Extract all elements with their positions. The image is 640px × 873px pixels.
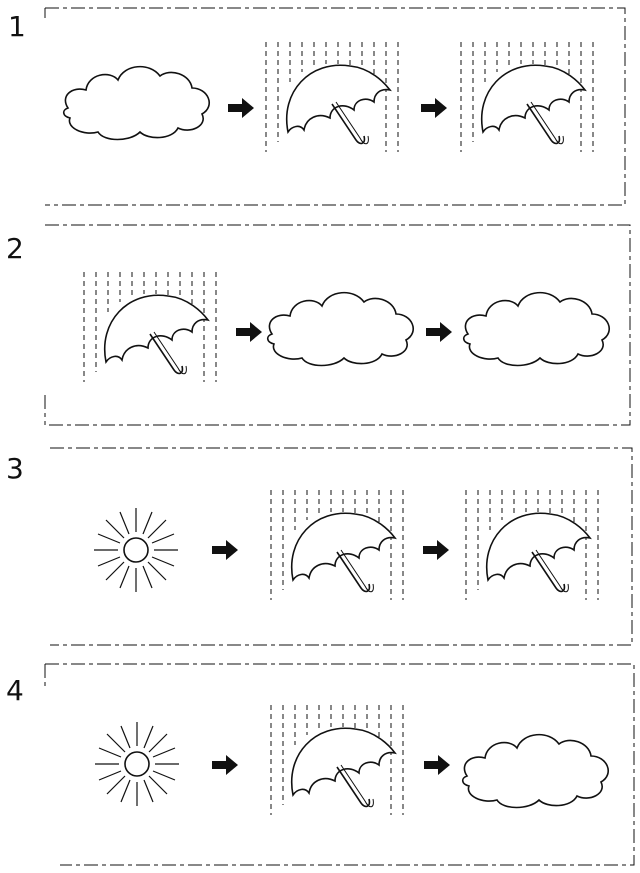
arrow-icon [236,322,262,342]
sun-icon [94,721,180,807]
row-2-frame [44,224,631,426]
arrow-icon [421,98,447,118]
row-1-frame [44,7,626,206]
sun-icon [93,507,179,593]
cloud-icon [462,291,611,367]
arrow-icon [424,755,450,775]
umbrella-rain-icon [465,489,599,601]
arrow-icon [423,540,449,560]
cloud-icon [461,733,610,809]
row-4-frame [44,663,635,866]
umbrella-rain-icon [270,704,404,816]
arrow-icon [228,98,254,118]
umbrella-rain-icon [270,489,404,601]
arrow-icon [212,755,238,775]
row-2-number: 2 [6,232,24,265]
row-3-number: 3 [6,452,24,485]
row-4-number: 4 [6,674,24,707]
arrow-icon [426,322,452,342]
row-1-number: 1 [8,10,26,43]
row-3-frame [50,447,633,646]
arrow-icon [212,540,238,560]
cloud-icon [62,65,211,141]
umbrella-rain-icon [460,41,594,153]
cloud-icon [266,291,415,367]
umbrella-rain-icon [83,271,217,383]
umbrella-rain-icon [265,41,399,153]
